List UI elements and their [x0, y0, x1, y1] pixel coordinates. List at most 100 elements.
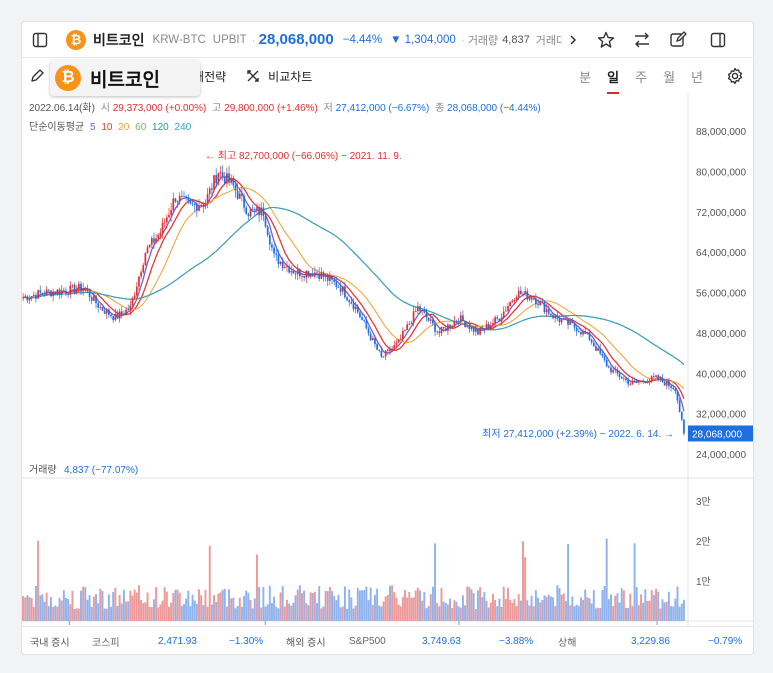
candle [93, 295, 95, 301]
volume-bar [449, 598, 452, 621]
volume-bar [412, 597, 415, 621]
ma-60: 60 [135, 122, 147, 133]
volume-bar [680, 603, 683, 621]
volume-bar [481, 597, 484, 621]
candle [562, 318, 565, 320]
volume-bar [378, 605, 381, 621]
candle [601, 353, 604, 356]
candle [635, 380, 638, 382]
volume-bar [305, 603, 308, 621]
candle [264, 215, 267, 227]
timeframe-week[interactable]: 주 [635, 69, 648, 85]
y-tick-label: 56,000,000 [696, 289, 746, 300]
volume-bar [266, 604, 269, 621]
volume-bar [73, 608, 76, 621]
high-value: 29,800,000 (+1.46%) [224, 103, 318, 114]
volume-bar [556, 585, 559, 621]
symbol-header: ₿ 비트코인 KRW-BTC UPBIT · 28,068,000 −4.44%… [22, 22, 753, 58]
candle [472, 326, 475, 332]
candle [477, 329, 479, 335]
price-chart[interactable]: 88,000,000 80,000,000 72,000,000 64,000,000… [22, 94, 753, 626]
candle [423, 310, 426, 313]
candle [481, 327, 484, 329]
y-tick-label: 40,000,000 [696, 369, 746, 380]
candle [376, 344, 378, 350]
candle [650, 376, 653, 381]
candle [638, 381, 640, 383]
volume-bar [37, 540, 40, 621]
candle [159, 232, 162, 235]
candle [125, 309, 127, 315]
volume-bar [601, 589, 604, 621]
volume-bar [275, 606, 278, 621]
volume-bar [45, 592, 48, 621]
volume-bar [195, 603, 198, 621]
ohlc-date: 2022.06.14(화) [29, 103, 95, 114]
volume-bar [384, 596, 387, 621]
edit-button[interactable] [660, 22, 696, 57]
candle [670, 386, 672, 388]
candle [545, 309, 548, 313]
candle [417, 306, 419, 312]
draw-tool-button[interactable] [22, 59, 52, 94]
coin-name[interactable]: 비트코인 [93, 31, 145, 48]
shanghai-label[interactable]: 상해 [558, 637, 577, 649]
candle [607, 366, 610, 368]
candle [58, 289, 61, 295]
volume-bar [298, 585, 301, 621]
volume-bar [204, 589, 207, 621]
volume-bar [416, 587, 419, 621]
timeframe-minute[interactable]: 분 [579, 69, 592, 85]
volume-bar [193, 600, 196, 621]
y-tick-label: 72,000,000 [696, 208, 746, 219]
timeframe-year[interactable]: 년 [691, 69, 703, 85]
candle [118, 311, 121, 319]
candle [296, 269, 299, 275]
sidebar-toggle-button[interactable] [22, 22, 58, 57]
volume-bar [326, 591, 329, 621]
candle [62, 290, 65, 292]
candle [573, 323, 576, 328]
candle [39, 290, 42, 293]
volume-bar [676, 586, 679, 621]
candle [524, 291, 527, 294]
volume-bar [122, 589, 125, 621]
volume-bar [485, 600, 488, 621]
panel-toggle-button[interactable] [700, 22, 736, 57]
volume-bar [356, 587, 359, 621]
candle [678, 400, 681, 412]
volume-bar [633, 543, 636, 621]
favorite-button[interactable] [588, 22, 624, 57]
kospi-label[interactable]: 코스피 [92, 637, 120, 649]
volume-bar [545, 596, 548, 621]
volume-bar [155, 587, 158, 621]
header-scroll-right-button[interactable] [562, 22, 584, 57]
timeframe-month[interactable]: 월 [663, 69, 676, 85]
volume-bar [34, 585, 37, 621]
volume-bar [451, 608, 454, 621]
shanghai-change: −0.79% [708, 635, 743, 647]
switch-symbol-button[interactable] [624, 22, 660, 57]
candle [663, 382, 666, 386]
chart-settings-button[interactable] [717, 59, 753, 94]
volume-bar [607, 599, 610, 621]
current-price-badge-label: 28,068,000 [692, 429, 742, 440]
candle [625, 378, 627, 380]
candle [397, 339, 400, 343]
volume-bar [547, 594, 550, 621]
volume-bar [367, 600, 370, 621]
candle [148, 244, 151, 248]
volume-bar [281, 586, 284, 621]
candle [249, 209, 252, 217]
volume-bar [279, 592, 282, 621]
volume-bar [579, 597, 582, 621]
candle [56, 289, 59, 295]
tab-compare[interactable]: 비교차트 [268, 69, 313, 84]
volume-bar [101, 591, 104, 621]
candle [612, 369, 614, 373]
timeframe-day[interactable]: 일 [599, 58, 627, 94]
candle [584, 330, 587, 334]
candle [442, 327, 445, 329]
sp500-label[interactable]: S&P500 [349, 635, 386, 647]
volume-bar [575, 604, 578, 621]
